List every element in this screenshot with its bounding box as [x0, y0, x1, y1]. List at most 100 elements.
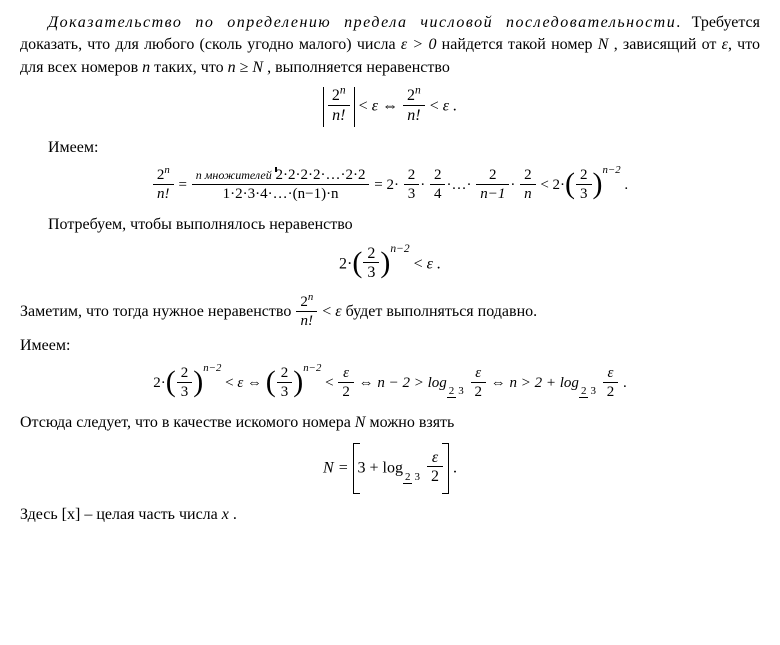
lt: < — [221, 375, 237, 391]
Neq: N = — [323, 459, 352, 476]
p7b: – целая часть числа — [80, 506, 221, 523]
eq2: = 2· — [370, 177, 398, 193]
num: 2 — [407, 87, 415, 104]
equation-chain: 2·(23)n−2 < ε ⇔ (23)n−2 < ε2 ⇔ n − 2 > l… — [20, 365, 760, 402]
equation-expansion: 2n n! = n множителей 2·2·2·2·…·2·2 1·2·3… — [20, 167, 760, 204]
logarg1: ε2 — [471, 365, 487, 402]
period: . — [621, 177, 629, 193]
two: 2· — [153, 375, 166, 391]
frac-2n-over-nfact-2: 2n n! — [403, 87, 425, 126]
exp: n−2 — [390, 243, 409, 255]
fnn: 2n — [520, 167, 536, 204]
abs-brackets: 2n n! — [323, 87, 355, 126]
rp: ) — [380, 249, 390, 276]
t5: таких, что — [150, 59, 227, 76]
t6: , выполняется неравенство — [263, 59, 450, 76]
d: n! — [153, 185, 174, 205]
logarg2: ε2 — [603, 365, 619, 402]
p6a: Отсюда следует, что в качестве искомого … — [20, 414, 355, 431]
iff3: ⇔ — [487, 375, 510, 391]
lt: < 2· — [537, 177, 565, 193]
period: . — [449, 459, 457, 476]
eps-gt-0: ε > 0 — [401, 36, 437, 53]
dot2: · — [510, 177, 515, 193]
equation-N: N = 3 + log23 ε2 . — [20, 443, 760, 494]
fn1: 2n−1 — [476, 167, 509, 204]
iff1: ⇔ — [243, 375, 266, 391]
we-have-2: Имеем: — [20, 335, 760, 357]
log-base-23-1: 23 — [447, 370, 466, 397]
hence-paragraph: Отсюда следует, что в качестве искомого … — [20, 412, 760, 434]
dot: · — [420, 177, 425, 193]
p7a: Здесь — [20, 506, 62, 523]
exp: n — [415, 85, 421, 97]
c2: n > 2 + log — [510, 375, 579, 391]
eps2: ε2 — [338, 365, 354, 402]
require-paragraph: Потребуем, чтобы выполнялось неравенство — [20, 214, 760, 236]
period: . — [619, 375, 627, 391]
lhs-frac: 2n n! — [153, 167, 174, 204]
lt: < — [318, 303, 335, 320]
lt: < — [355, 98, 372, 115]
x: x — [222, 506, 229, 523]
equation-abs-ineq: 2n n! < ε ⇔ 2n n! < ε . — [20, 87, 760, 126]
p4a: Заметим, что тогда нужное неравенство — [20, 303, 295, 320]
n-ge-N: n ≥ N — [228, 59, 263, 76]
eps: ε . — [427, 255, 441, 272]
e: n — [164, 164, 169, 176]
base: 23 — [363, 245, 379, 284]
lt: < — [410, 255, 427, 272]
num: 2 — [332, 87, 340, 104]
prod-den: 1·2·3·4·…·(n−1)·n — [192, 185, 370, 205]
base-23: 23 — [576, 167, 592, 204]
b1: 23 — [177, 365, 193, 402]
here-paragraph: Здесь [x] – целая часть числа x . — [20, 504, 760, 526]
floor-brackets: 3 + log23 ε2 — [353, 443, 449, 494]
note-paragraph: Заметим, что тогда нужное неравенство 2n… — [20, 294, 760, 331]
eq: = — [175, 177, 191, 193]
t2: найдется такой номер — [436, 36, 597, 53]
eps: ε . — [443, 98, 457, 115]
two: 2· — [339, 255, 352, 272]
exp: n−2 — [603, 164, 621, 176]
arg: ε2 — [427, 449, 443, 488]
inside: 3 + log — [358, 459, 403, 476]
e2: n−2 — [303, 362, 321, 374]
bracket-x: [x] — [62, 506, 81, 523]
brace-label: n множителей — [196, 168, 272, 182]
rparen: ) — [593, 170, 603, 197]
iff2: ⇔ — [355, 375, 378, 391]
exp: n — [340, 85, 346, 97]
proof-lead: Доказательство по определению предела чи… — [48, 14, 676, 31]
frac-2n-over-nfact: 2n n! — [328, 87, 350, 126]
overbrace: n множителей 2·2·2·2·…·2·2 — [196, 167, 366, 184]
p7c: . — [229, 506, 237, 523]
we-have-1: Имеем: — [20, 137, 760, 159]
proof-intro-paragraph: Доказательство по определению предела чи… — [20, 12, 760, 79]
lt: < — [426, 98, 443, 115]
e1: n−2 — [203, 362, 221, 374]
equation-require: 2·(23)n−2 < ε . — [20, 245, 760, 284]
product-frac: n множителей 2·2·2·2·…·2·2 1·2·3·4·…·(n−… — [192, 167, 370, 204]
den: n! — [328, 106, 350, 127]
f23: 23 — [404, 167, 420, 204]
N: N — [355, 414, 366, 431]
lp: ( — [352, 249, 362, 276]
prod-num: 2·2·2·2·…·2·2 — [276, 167, 366, 183]
b2: 23 — [277, 365, 293, 402]
var-n: n — [142, 59, 150, 76]
c1: n − 2 > log — [377, 375, 446, 391]
p6b: можно взять — [365, 414, 454, 431]
inline-frac: 2n n! — [296, 294, 317, 331]
t3: , зависящий от — [608, 36, 721, 53]
lparen: ( — [565, 170, 575, 197]
f24: 24 — [430, 167, 446, 204]
den: n! — [403, 106, 425, 127]
var-N: N — [598, 36, 609, 53]
dots: ·…· — [446, 177, 471, 193]
iff: ⇔ — [378, 98, 402, 115]
p4b: будет выполняться подавно. — [342, 303, 538, 320]
lt2: < — [321, 375, 337, 391]
log-base-23-3: 23 — [403, 455, 422, 483]
log-base-23-2: 23 — [579, 370, 598, 397]
